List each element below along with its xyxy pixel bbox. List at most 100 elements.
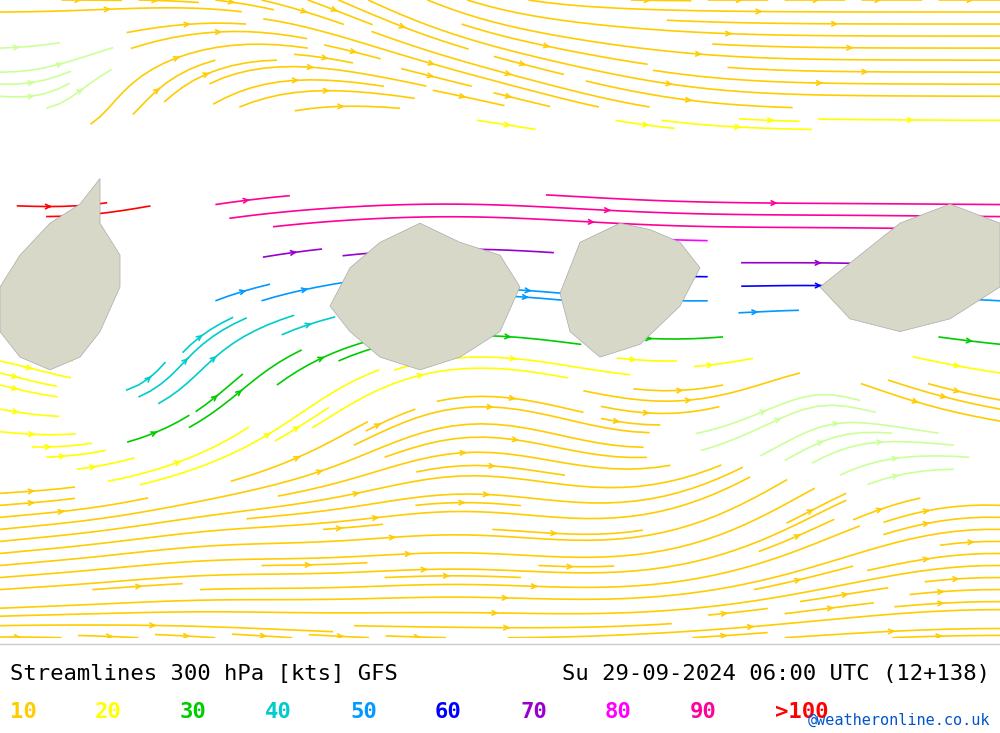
FancyArrowPatch shape — [196, 335, 202, 340]
FancyArrowPatch shape — [175, 461, 180, 465]
FancyArrowPatch shape — [938, 601, 943, 605]
FancyArrowPatch shape — [13, 409, 18, 413]
FancyArrowPatch shape — [173, 56, 179, 61]
FancyArrowPatch shape — [301, 9, 306, 12]
FancyArrowPatch shape — [28, 489, 33, 493]
FancyArrowPatch shape — [605, 208, 610, 213]
FancyArrowPatch shape — [305, 563, 310, 567]
FancyArrowPatch shape — [923, 522, 929, 526]
FancyArrowPatch shape — [317, 471, 322, 474]
FancyArrowPatch shape — [721, 611, 726, 616]
FancyArrowPatch shape — [336, 526, 341, 531]
FancyArrowPatch shape — [264, 433, 270, 438]
FancyArrowPatch shape — [502, 595, 507, 600]
FancyArrowPatch shape — [815, 284, 820, 288]
FancyArrowPatch shape — [90, 213, 95, 217]
FancyArrowPatch shape — [293, 427, 299, 431]
FancyArrowPatch shape — [331, 7, 337, 11]
FancyArrowPatch shape — [350, 49, 356, 54]
FancyArrowPatch shape — [510, 356, 515, 361]
FancyArrowPatch shape — [862, 70, 867, 74]
FancyArrowPatch shape — [492, 611, 497, 615]
FancyArrowPatch shape — [877, 440, 882, 444]
FancyArrowPatch shape — [721, 633, 726, 638]
FancyArrowPatch shape — [707, 363, 712, 367]
FancyArrowPatch shape — [940, 394, 946, 398]
FancyArrowPatch shape — [293, 78, 297, 83]
FancyArrowPatch shape — [775, 419, 780, 423]
FancyArrowPatch shape — [677, 388, 682, 393]
FancyArrowPatch shape — [954, 388, 959, 393]
FancyArrowPatch shape — [525, 288, 530, 292]
FancyArrowPatch shape — [260, 633, 265, 638]
FancyArrowPatch shape — [305, 323, 311, 328]
FancyArrowPatch shape — [646, 336, 651, 341]
Text: 30: 30 — [180, 701, 207, 721]
FancyArrowPatch shape — [875, 0, 880, 2]
FancyArrowPatch shape — [446, 247, 451, 251]
FancyArrowPatch shape — [551, 531, 556, 535]
FancyArrowPatch shape — [752, 310, 757, 314]
FancyArrowPatch shape — [150, 623, 155, 627]
FancyArrowPatch shape — [760, 410, 766, 415]
FancyArrowPatch shape — [322, 55, 327, 59]
FancyArrowPatch shape — [817, 441, 823, 445]
Text: 20: 20 — [95, 701, 122, 721]
FancyArrowPatch shape — [13, 45, 18, 50]
FancyArrowPatch shape — [45, 205, 50, 209]
FancyArrowPatch shape — [817, 81, 822, 85]
Polygon shape — [330, 223, 520, 370]
Text: 60: 60 — [435, 701, 462, 721]
FancyArrowPatch shape — [59, 454, 65, 459]
FancyArrowPatch shape — [56, 63, 62, 67]
FancyArrowPatch shape — [323, 89, 328, 93]
FancyArrowPatch shape — [968, 238, 973, 243]
FancyArrowPatch shape — [532, 584, 536, 589]
FancyArrowPatch shape — [832, 21, 837, 26]
FancyArrowPatch shape — [483, 492, 488, 496]
FancyArrowPatch shape — [643, 410, 648, 415]
FancyArrowPatch shape — [28, 95, 33, 99]
FancyArrowPatch shape — [771, 201, 776, 205]
FancyArrowPatch shape — [399, 23, 405, 28]
FancyArrowPatch shape — [953, 296, 958, 301]
FancyArrowPatch shape — [512, 437, 517, 441]
FancyArrowPatch shape — [912, 399, 918, 403]
FancyArrowPatch shape — [519, 62, 525, 65]
Text: Streamlines 300 hPa [kts] GFS: Streamlines 300 hPa [kts] GFS — [10, 664, 398, 685]
FancyArrowPatch shape — [414, 635, 419, 639]
FancyArrowPatch shape — [58, 509, 63, 514]
FancyArrowPatch shape — [375, 424, 380, 428]
FancyArrowPatch shape — [152, 0, 157, 2]
FancyArrowPatch shape — [953, 273, 958, 277]
FancyArrowPatch shape — [842, 593, 847, 597]
FancyArrowPatch shape — [686, 97, 691, 102]
FancyArrowPatch shape — [509, 396, 514, 400]
FancyArrowPatch shape — [428, 61, 434, 65]
FancyArrowPatch shape — [748, 625, 753, 629]
FancyArrowPatch shape — [75, 0, 80, 2]
FancyArrowPatch shape — [487, 405, 492, 409]
FancyArrowPatch shape — [210, 356, 216, 362]
FancyArrowPatch shape — [876, 306, 881, 311]
FancyArrowPatch shape — [26, 365, 31, 369]
FancyArrowPatch shape — [827, 606, 833, 611]
FancyArrowPatch shape — [768, 118, 773, 122]
FancyArrowPatch shape — [28, 81, 33, 86]
FancyArrowPatch shape — [184, 22, 189, 26]
FancyArrowPatch shape — [136, 584, 141, 589]
FancyArrowPatch shape — [847, 45, 852, 50]
FancyArrowPatch shape — [889, 629, 894, 634]
FancyArrowPatch shape — [567, 564, 572, 569]
FancyArrowPatch shape — [936, 634, 941, 638]
FancyArrowPatch shape — [661, 237, 666, 242]
FancyArrowPatch shape — [968, 540, 973, 545]
FancyArrowPatch shape — [613, 419, 619, 423]
FancyArrowPatch shape — [892, 474, 898, 479]
FancyArrowPatch shape — [444, 574, 448, 578]
FancyArrowPatch shape — [938, 589, 943, 594]
FancyArrowPatch shape — [107, 634, 112, 638]
FancyArrowPatch shape — [337, 634, 342, 638]
FancyArrowPatch shape — [318, 357, 324, 361]
FancyArrowPatch shape — [376, 345, 381, 350]
